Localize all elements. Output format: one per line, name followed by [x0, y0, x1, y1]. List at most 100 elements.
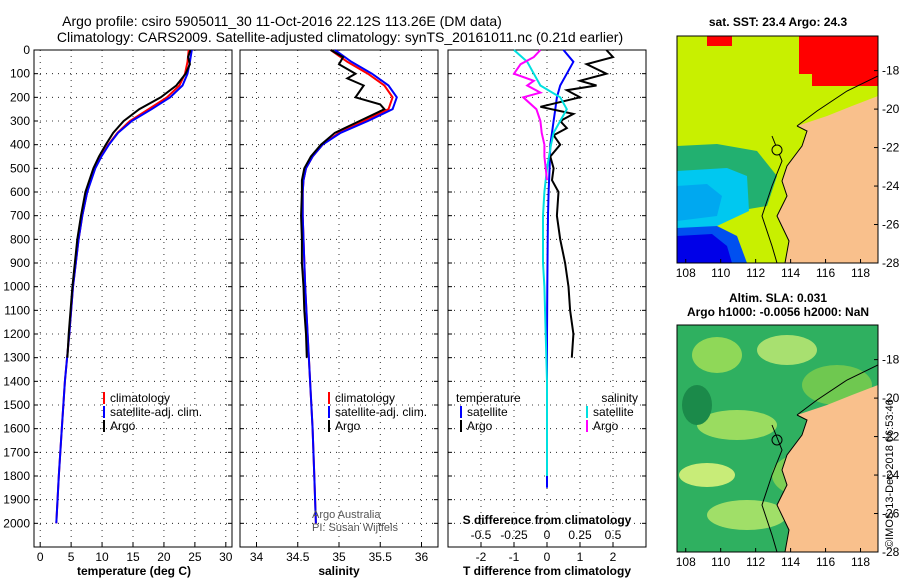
map-x-tick-label: 110 [711, 555, 730, 569]
series-line-salinity-argo [512, 49, 548, 181]
y-tick-label: 400 [10, 138, 30, 152]
legend-label-climatology: climatology [335, 391, 395, 405]
x-tick-label: 1 [577, 550, 584, 564]
legend-label-argo: Argo [335, 419, 361, 433]
y-tick-label: 0 [23, 43, 30, 57]
map-y-tick-label: -26 [882, 507, 900, 521]
salinity-axes: 34 34.5 35 35.5 36 [240, 49, 438, 564]
temperature-grid [34, 49, 232, 547]
series-line-satellite-adj-clim- [55, 49, 193, 524]
map-y-tick-label: -20 [882, 102, 900, 116]
y-tick-label: 700 [10, 209, 30, 223]
x-tick-label: 34 [250, 550, 264, 564]
sst-map-title: sat. SST: 23.4 Argo: 24.3 [709, 15, 848, 29]
map-x-tick-label: 108 [676, 266, 696, 280]
title-line-1: Argo profile: csiro 5905011_30 11-Oct-20… [62, 13, 502, 29]
series-line-satellite-adj-clim- [301, 49, 398, 524]
legend-label-temp-argo: Argo [467, 419, 493, 433]
x-tick-label: 34.5 [286, 550, 310, 564]
x-top-tick-label: 0.5 [605, 528, 622, 542]
map-x-tick-label: 116 [816, 555, 835, 569]
map-y-tick-label: -28 [882, 545, 900, 559]
sla-map-frame [676, 324, 879, 553]
series-line-salinity-satellite [513, 49, 568, 476]
salinity-grid [240, 49, 438, 547]
difference-legend: temperature satellite Argo salinity sate… [456, 391, 638, 433]
y-tick-label: 1700 [3, 445, 30, 459]
x-tick-label: 30 [219, 550, 233, 564]
y-tick-label: 1800 [3, 469, 30, 483]
y-tick-label: 800 [10, 232, 30, 246]
map-x-tick-label: 112 [746, 555, 765, 569]
x-tick-label: -1 [509, 550, 520, 564]
imos-credit: ©IMOS 13-Dec-2018 06:53:46 [884, 399, 896, 548]
y-tick-label: 300 [10, 114, 30, 128]
difference-lines [512, 49, 615, 488]
x-tick-label: 10 [95, 550, 109, 564]
map-x-tick-label: 114 [781, 266, 800, 280]
difference-xlabel-top: S difference from climatology [463, 513, 632, 527]
difference-xlabel: T difference from climatology [463, 564, 631, 578]
temperature-xlabel: temperature (deg C) [77, 564, 191, 578]
temperature-lines [55, 49, 193, 524]
x-tick-label: 5 [68, 550, 75, 564]
map-x-tick-label: 114 [781, 555, 800, 569]
legend-label-temp-satellite: satellite [467, 405, 508, 419]
y-tick-label: 2000 [3, 516, 30, 530]
y-tick-label: 1900 [3, 493, 30, 507]
salinity-lines [300, 49, 398, 524]
y-tick-label: 200 [10, 90, 30, 104]
credit-pi: PI: Susan Wijffels [312, 522, 398, 534]
y-tick-label: 1400 [3, 374, 30, 388]
x-tick-label: 15 [126, 550, 140, 564]
y-tick-label: 1100 [4, 303, 30, 317]
temperature-axes: 0100200300400500600700800900100011001200… [3, 43, 233, 564]
salinity-legend: climatology satellite-adj. clim. Argo [328, 391, 427, 433]
map-y-tick-label: -20 [882, 391, 900, 405]
x-tick-label: 35 [332, 550, 346, 564]
map-x-tick-label: 108 [676, 555, 696, 569]
x-top-tick-label: -0.5 [471, 528, 492, 542]
x-top-tick-label: 0.25 [568, 528, 592, 542]
salinity-panel [239, 49, 439, 548]
legend-title-salinity: salinity [601, 391, 638, 405]
map-y-tick-label: -26 [882, 218, 900, 232]
x-top-tick-label: 0 [544, 528, 551, 542]
x-tick-label: 20 [157, 550, 171, 564]
legend-label-climatology: climatology [110, 391, 170, 405]
map-x-tick-label: 112 [746, 266, 765, 280]
legend-title-temperature: temperature [456, 391, 521, 405]
map-y-tick-label: -22 [882, 430, 900, 444]
sla-map [677, 325, 878, 552]
x-tick-label: 0 [37, 550, 44, 564]
x-tick-label: 25 [188, 550, 202, 564]
sla-map-title-2: Argo h1000: -0.0056 h2000: NaN [687, 305, 869, 319]
legend-label-argo: Argo [110, 419, 136, 433]
y-tick-label: 1300 [3, 351, 30, 365]
x-tick-label: -2 [476, 550, 487, 564]
series-line-argo [300, 49, 387, 358]
difference-axes: -2 -1 0 1 2 -0.5 -0.25 0 0.25 0.5 [448, 49, 646, 564]
y-tick-label: 900 [10, 256, 30, 270]
x-tick-label: 2 [610, 550, 617, 564]
map-x-tick-label: 116 [816, 266, 835, 280]
x-tick-label: 36 [415, 550, 429, 564]
map-y-tick-label: -22 [882, 141, 900, 155]
map-y-tick-label: -24 [882, 468, 900, 482]
series-line-argo [66, 49, 192, 358]
y-tick-label: 1200 [3, 327, 30, 341]
legend-label-satellite: satellite-adj. clim. [110, 405, 202, 419]
sst-map [677, 36, 878, 263]
y-tick-label: 1000 [3, 280, 30, 294]
y-tick-label: 500 [10, 161, 30, 175]
x-top-tick-label: -0.25 [500, 528, 528, 542]
x-tick-label: 35.5 [369, 550, 393, 564]
map-y-tick-label: -28 [882, 256, 900, 270]
map-x-tick-label: 118 [851, 555, 870, 569]
y-tick-label: 1600 [3, 422, 30, 436]
sst-map-axes: 108 110 112 114 116 118 -18 -20 -22 -24 -26 -28 [676, 64, 900, 280]
map-x-tick-label: 110 [711, 266, 730, 280]
map-x-tick-label: 118 [851, 266, 870, 280]
y-tick-label: 600 [10, 185, 30, 199]
